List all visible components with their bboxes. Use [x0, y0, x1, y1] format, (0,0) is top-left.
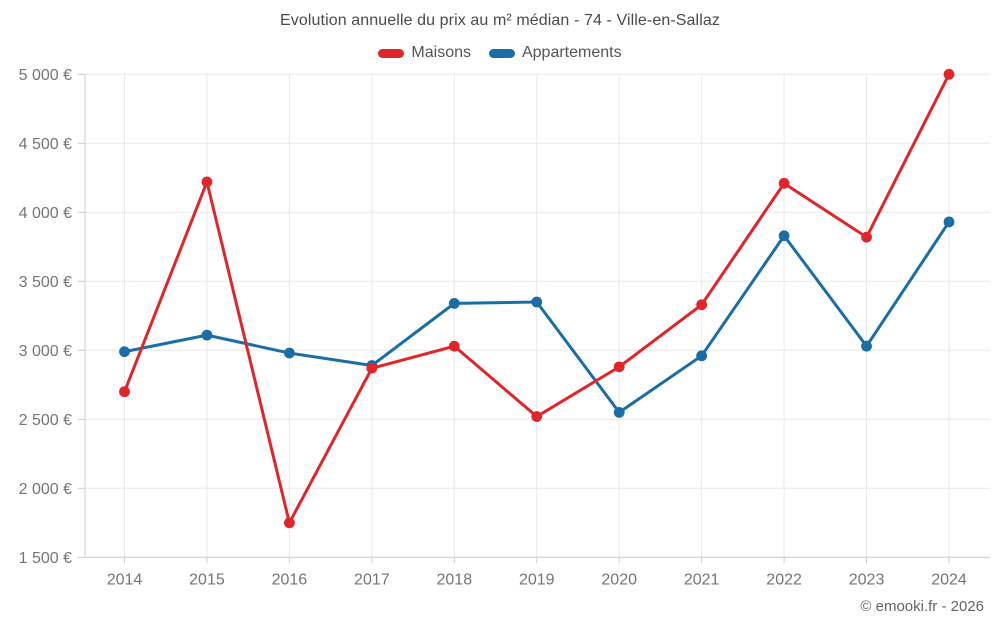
gridlines	[85, 73, 990, 558]
data-point[interactable]	[613, 407, 625, 418]
x-tick-label: 2015	[189, 571, 225, 588]
y-tick-label: 4 000 €	[19, 205, 72, 222]
y-tick-label: 3 500 €	[19, 274, 72, 291]
y-tick-label: 3 000 €	[19, 343, 72, 360]
x-tick-label: 2018	[437, 571, 473, 588]
copyright-credit: © emooki.fr - 2026	[860, 598, 984, 615]
data-point[interactable]	[613, 361, 625, 373]
y-axis-labels: 1 500 € 2 000 € 2 500 € 3 000 € 3 500 € 4 000…	[19, 67, 72, 567]
data-point[interactable]	[861, 231, 872, 243]
maisons-swatch-icon	[378, 48, 405, 58]
y-tick-label: 2 000 €	[19, 481, 72, 498]
x-axis-labels: 2014 2015 2016 2017 2018 2019 2020 2021 2022 2023…	[107, 571, 967, 588]
series-maisons	[119, 68, 955, 529]
series-appartements	[119, 216, 955, 418]
x-tick-label: 2024	[931, 571, 967, 588]
data-point[interactable]	[284, 347, 295, 359]
data-point[interactable]	[696, 350, 708, 362]
data-point[interactable]	[696, 299, 708, 311]
data-point[interactable]	[448, 340, 460, 352]
x-tick-label: 2022	[766, 571, 802, 588]
chart-legend: Maisons Appartements	[0, 44, 1000, 62]
data-point[interactable]	[778, 230, 790, 242]
legend-item-appartements[interactable]: Appartements	[488, 44, 622, 62]
data-point[interactable]	[943, 216, 955, 228]
data-point[interactable]	[531, 296, 543, 308]
y-tick-label: 2 500 €	[19, 412, 72, 429]
axes	[78, 73, 990, 564]
x-tick-label: 2016	[272, 571, 308, 588]
x-tick-label: 2023	[849, 571, 885, 588]
x-tick-label: 2019	[519, 571, 555, 588]
data-point[interactable]	[119, 346, 130, 358]
x-tick-label: 2021	[684, 571, 720, 588]
x-tick-label: 2020	[601, 571, 637, 588]
data-point[interactable]	[201, 329, 213, 341]
x-tick-label: 2014	[107, 571, 143, 588]
y-tick-label: 1 500 €	[19, 550, 72, 567]
data-point[interactable]	[778, 177, 790, 189]
x-tick-label: 2017	[354, 571, 390, 588]
legend-item-maisons[interactable]: Maisons	[378, 44, 471, 62]
legend-label-appartements: Appartements	[521, 44, 622, 61]
data-point[interactable]	[119, 386, 130, 398]
data-point[interactable]	[201, 176, 213, 188]
legend-label-maisons: Maisons	[411, 44, 471, 61]
data-point[interactable]	[943, 68, 955, 80]
data-point[interactable]	[366, 362, 378, 374]
chart-title: Evolution annuelle du prix au m² médian …	[280, 12, 720, 29]
data-point[interactable]	[448, 297, 460, 309]
data-point[interactable]	[284, 517, 295, 529]
appartements-swatch-icon	[488, 48, 515, 58]
y-tick-label: 5 000 €	[19, 67, 72, 84]
data-point[interactable]	[861, 340, 872, 352]
data-point[interactable]	[531, 411, 543, 422]
y-tick-label: 4 500 €	[19, 136, 72, 153]
